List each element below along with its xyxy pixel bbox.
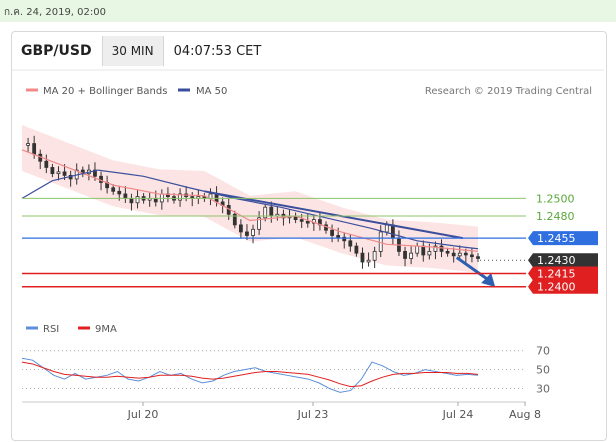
candle-body xyxy=(366,259,371,263)
main-plot xyxy=(21,125,496,287)
candle-body xyxy=(245,231,249,236)
candle-body xyxy=(421,245,426,256)
candle-body xyxy=(390,224,395,239)
candle-body xyxy=(263,206,268,219)
level-tag-1.2430 xyxy=(528,253,598,268)
rsi-line xyxy=(21,357,479,393)
forecast-arrow-shaft xyxy=(455,256,489,281)
level-label-1.2415: 1.2415 xyxy=(537,267,576,280)
candle-body xyxy=(470,254,474,258)
candle-body xyxy=(56,171,61,175)
candle-body xyxy=(44,160,49,168)
candle-body xyxy=(123,193,128,199)
x-tick-label: Aug 8 xyxy=(509,408,541,421)
date-bar: ก.ค. 24, 2019, 02:00 xyxy=(0,0,616,22)
ma50-line xyxy=(21,169,479,250)
level-label-1.2480: 1.2480 xyxy=(536,210,575,223)
candle-body xyxy=(62,171,67,176)
candle-body xyxy=(348,240,353,247)
candle-body xyxy=(93,169,97,177)
level-label-1.2430: 1.2430 xyxy=(537,254,576,267)
x-tick-label: Jul 23 xyxy=(297,408,329,421)
candle-body xyxy=(178,193,182,201)
candle-body xyxy=(153,197,158,203)
candle-body xyxy=(451,252,456,257)
rsi-tick-label: 50 xyxy=(536,364,550,377)
candle-body xyxy=(208,193,213,199)
candle-body xyxy=(457,252,462,257)
source-label: Research © 2019 Trading Central xyxy=(425,86,592,97)
rsi-tick-label: 70 xyxy=(536,345,550,358)
candle-body xyxy=(257,217,262,230)
ma50-legend-label: MA 50 xyxy=(196,86,227,97)
chart-header: GBP/USD 30 MIN 04:07:53 CET xyxy=(11,36,271,66)
candle-body xyxy=(378,231,383,252)
candle-body xyxy=(117,190,122,195)
candle-body xyxy=(32,143,37,155)
level-tag-1.2400 xyxy=(528,279,598,294)
resistance-trendline xyxy=(204,190,463,240)
candle-body xyxy=(439,245,444,252)
candle-body xyxy=(427,250,432,256)
date-label: ก.ค. 24, 2019, 02:00 xyxy=(4,7,106,18)
candle-body xyxy=(305,220,310,224)
candle-body xyxy=(232,213,237,226)
candle-body xyxy=(269,206,274,217)
rsi-plot: 70 50 30 xyxy=(21,345,550,396)
candle-body xyxy=(463,252,468,256)
candle-body xyxy=(360,252,365,263)
candle-body xyxy=(372,250,377,261)
candle-body xyxy=(403,250,407,259)
ma20-line xyxy=(21,149,479,252)
rsi-ma-line xyxy=(21,361,479,388)
level-tag-1.2415 xyxy=(528,266,598,281)
forecast-arrow-head xyxy=(481,272,496,287)
symbol-label[interactable]: GBP/USD xyxy=(21,43,92,59)
candle-body xyxy=(129,197,134,204)
timeframe-button[interactable]: 30 MIN xyxy=(101,36,164,66)
candle-body xyxy=(50,167,55,175)
candle-body xyxy=(299,219,304,222)
candle-body xyxy=(251,228,255,236)
clock-label: 04:07:53 CET xyxy=(173,43,262,59)
x-axis-ticks: Jul 20 Jul 23 Jul 24 Aug 8 xyxy=(127,402,541,421)
level-label-1.2500: 1.2500 xyxy=(536,192,575,205)
candle-body xyxy=(433,245,438,252)
rsi-legend-label: RSI xyxy=(43,324,59,335)
rsi-tick-label: 30 xyxy=(536,383,550,396)
x-tick-label: Jul 24 xyxy=(442,408,474,421)
candle-body xyxy=(476,256,480,259)
candle-body xyxy=(415,245,420,254)
candle-body xyxy=(336,235,341,238)
candle-body xyxy=(409,252,414,259)
level-label-1.2400: 1.2400 xyxy=(537,281,576,294)
candle-body xyxy=(354,245,359,254)
candle-body xyxy=(445,250,450,254)
candle-body xyxy=(342,236,347,242)
candle-body xyxy=(111,187,116,192)
candle-body xyxy=(384,224,389,233)
candle-body xyxy=(330,229,334,236)
ma9-legend-label: 9MA xyxy=(95,324,117,335)
candle-body xyxy=(135,196,140,204)
ma20-legend-label: MA 20 + Bollinger Bands xyxy=(43,86,167,97)
level-label-1.2455: 1.2455 xyxy=(537,232,576,245)
x-tick-label: Jul 20 xyxy=(127,408,159,421)
candle-body xyxy=(26,143,30,146)
candle-body xyxy=(238,224,243,233)
level-tag-1.2455 xyxy=(528,231,598,246)
